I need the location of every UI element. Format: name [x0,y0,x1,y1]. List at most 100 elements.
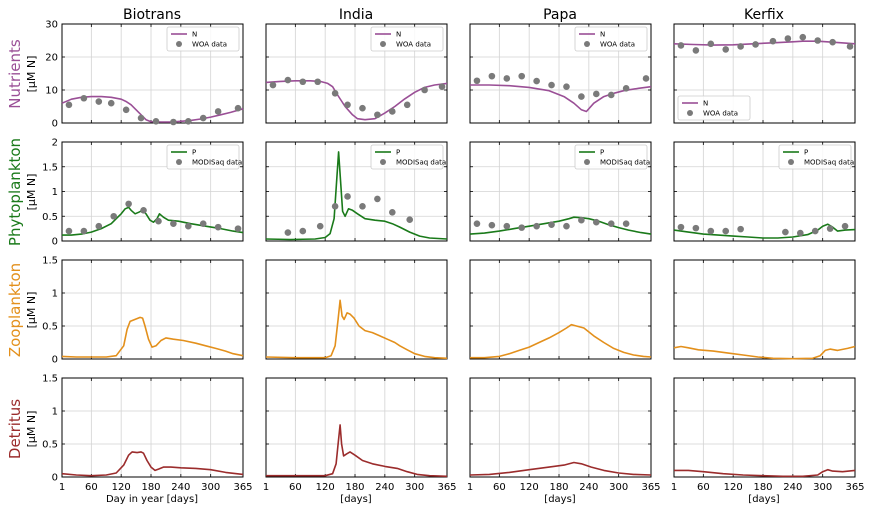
obs-point-phytoplankton-biotrans [155,217,162,225]
xlabel-biotrans: Day in year [days] [106,494,198,505]
obs-point-phytoplankton-kerfix [722,227,730,235]
obs-point-nutrients-biotrans [185,118,192,125]
unit-label-nutrients: [µM N] [25,56,38,93]
obs-point-nutrients-papa [503,75,511,82]
obs-point-phytoplankton-papa [622,220,630,227]
obs-point-nutrients-biotrans [95,98,103,105]
legend-dot-swatch [176,41,182,47]
legend-phytoplankton-biotrans: P MODISaq data [166,144,242,170]
obs-point-phytoplankton-india [374,195,381,203]
panel-zooplankton-kerfix [673,259,856,360]
y-tick-label: 0 [52,473,58,484]
y-tick-label: 1 [52,407,58,418]
legend-phytoplankton-kerfix: P MODISaq data [778,144,854,170]
legend-obs-label: MODISaq data [600,159,650,167]
x-tick-label: 180 [753,482,772,493]
x-tick-label: 120 [520,482,539,493]
model-line-detritus-india [266,424,448,478]
legend-box [574,144,648,170]
model-line-zooplankton-india [265,299,448,360]
obs-point-nutrients-kerfix [677,42,685,49]
row-label-detritus: Detritus [6,399,24,459]
obs-point-phytoplankton-kerfix [841,222,849,230]
y-tick-label: 0 [52,119,58,130]
obs-point-nutrients-kerfix [769,37,777,45]
obs-point-nutrients-papa [548,81,555,89]
panel-detritus-papa: 1 60 120 180 240 300 365 [467,377,661,493]
x-tick-label: 60 [493,482,506,493]
obs-point-phytoplankton-papa [473,220,481,227]
obs-point-phytoplankton-kerfix [707,227,715,235]
y-tick-label: 20 [45,53,58,64]
panel-phytoplankton-kerfix: P MODISaq data [673,141,856,242]
obs-point-nutrients-papa [533,77,540,85]
obs-point-phytoplankton-papa [593,218,600,226]
legend-nutrients-india: N WOA data [370,26,444,52]
panel-frame [265,377,448,478]
panel-nutrients-papa: N WOA data [469,23,652,124]
y-tick-label: 1.5 [42,162,58,173]
obs-point-phytoplankton-india [316,222,324,230]
panel-zooplankton-biotrans: 0 0.5 1 1.5 [42,256,244,366]
x-tick-label: 300 [405,482,424,493]
obs-point-nutrients-papa [578,93,585,100]
obs-point-phytoplankton-india [299,227,307,235]
panel-frame [469,259,652,360]
obs-point-nutrients-india [269,81,277,89]
row-label-phytoplankton: Phytoplankton [6,138,24,246]
x-tick-label: 365 [641,482,660,493]
x-tick-label: 365 [437,482,456,493]
obs-point-nutrients-india [299,78,307,86]
legend-model-label: P [804,149,808,157]
y-tick-label: 0.5 [42,322,58,333]
obs-point-nutrients-kerfix [846,43,854,50]
model-line-zooplankton-papa [470,323,652,359]
model-line-detritus-papa [469,461,652,476]
y-tick-label: 1 [52,187,58,198]
obs-point-phytoplankton-india [284,229,292,236]
legend-model-label: N [396,31,401,39]
y-tick-label: 0 [52,355,58,366]
column-title-india: India [339,7,373,23]
obs-point-nutrients-papa [488,72,496,80]
obs-point-nutrients-india [389,108,396,115]
x-tick-label: 300 [609,482,628,493]
obs-point-phytoplankton-kerfix [826,225,834,232]
panel-frame [673,23,856,124]
legend-obs-label: WOA data [600,41,635,49]
obs-point-nutrients-papa [473,77,481,85]
obs-point-phytoplankton-india [359,203,366,210]
legend-phytoplankton-papa: P MODISaq data [574,144,650,170]
panel-detritus-india: 1 60 120 180 240 300 365 [263,377,457,493]
x-tick-label: 240 [783,482,802,493]
legend-obs-label: WOA data [703,110,738,118]
panel-zooplankton-papa [469,259,652,360]
obs-point-phytoplankton-papa [488,221,496,229]
obs-point-nutrients-papa [607,91,615,99]
panel-detritus-biotrans: 0 0.5 1 1.5 1 60 120 180 240 300 365 [42,374,252,494]
model-line-detritus-kerfix [674,468,856,478]
panel-frame [61,377,244,478]
obs-point-phytoplankton-papa [533,222,540,230]
legend-dot-swatch [176,159,182,165]
obs-point-phytoplankton-biotrans [185,222,192,230]
model-line-phytoplankton-biotrans [62,206,244,236]
obs-point-phytoplankton-biotrans [234,225,242,232]
obs-point-nutrients-india [438,83,446,90]
obs-point-nutrients-kerfix [784,35,792,42]
obs-point-nutrients-india [331,90,339,97]
obs-point-phytoplankton-kerfix [737,225,744,233]
obs-point-phytoplankton-biotrans [95,222,103,230]
legend-model-label: N [703,100,708,108]
xlabel-kerfix: [days] [748,494,780,505]
x-tick-label: 180 [549,482,568,493]
panel-detritus-kerfix: 1 60 120 180 240 300 365 [671,377,865,493]
obs-point-nutrients-papa [518,72,526,80]
model-line-detritus-biotrans [61,451,244,477]
panel-frame [265,23,448,124]
x-tick-label: 60 [697,482,710,493]
legend-model-label: N [600,31,605,39]
column-title-kerfix: Kerfix [744,7,784,23]
obs-point-nutrients-kerfix [707,40,715,48]
